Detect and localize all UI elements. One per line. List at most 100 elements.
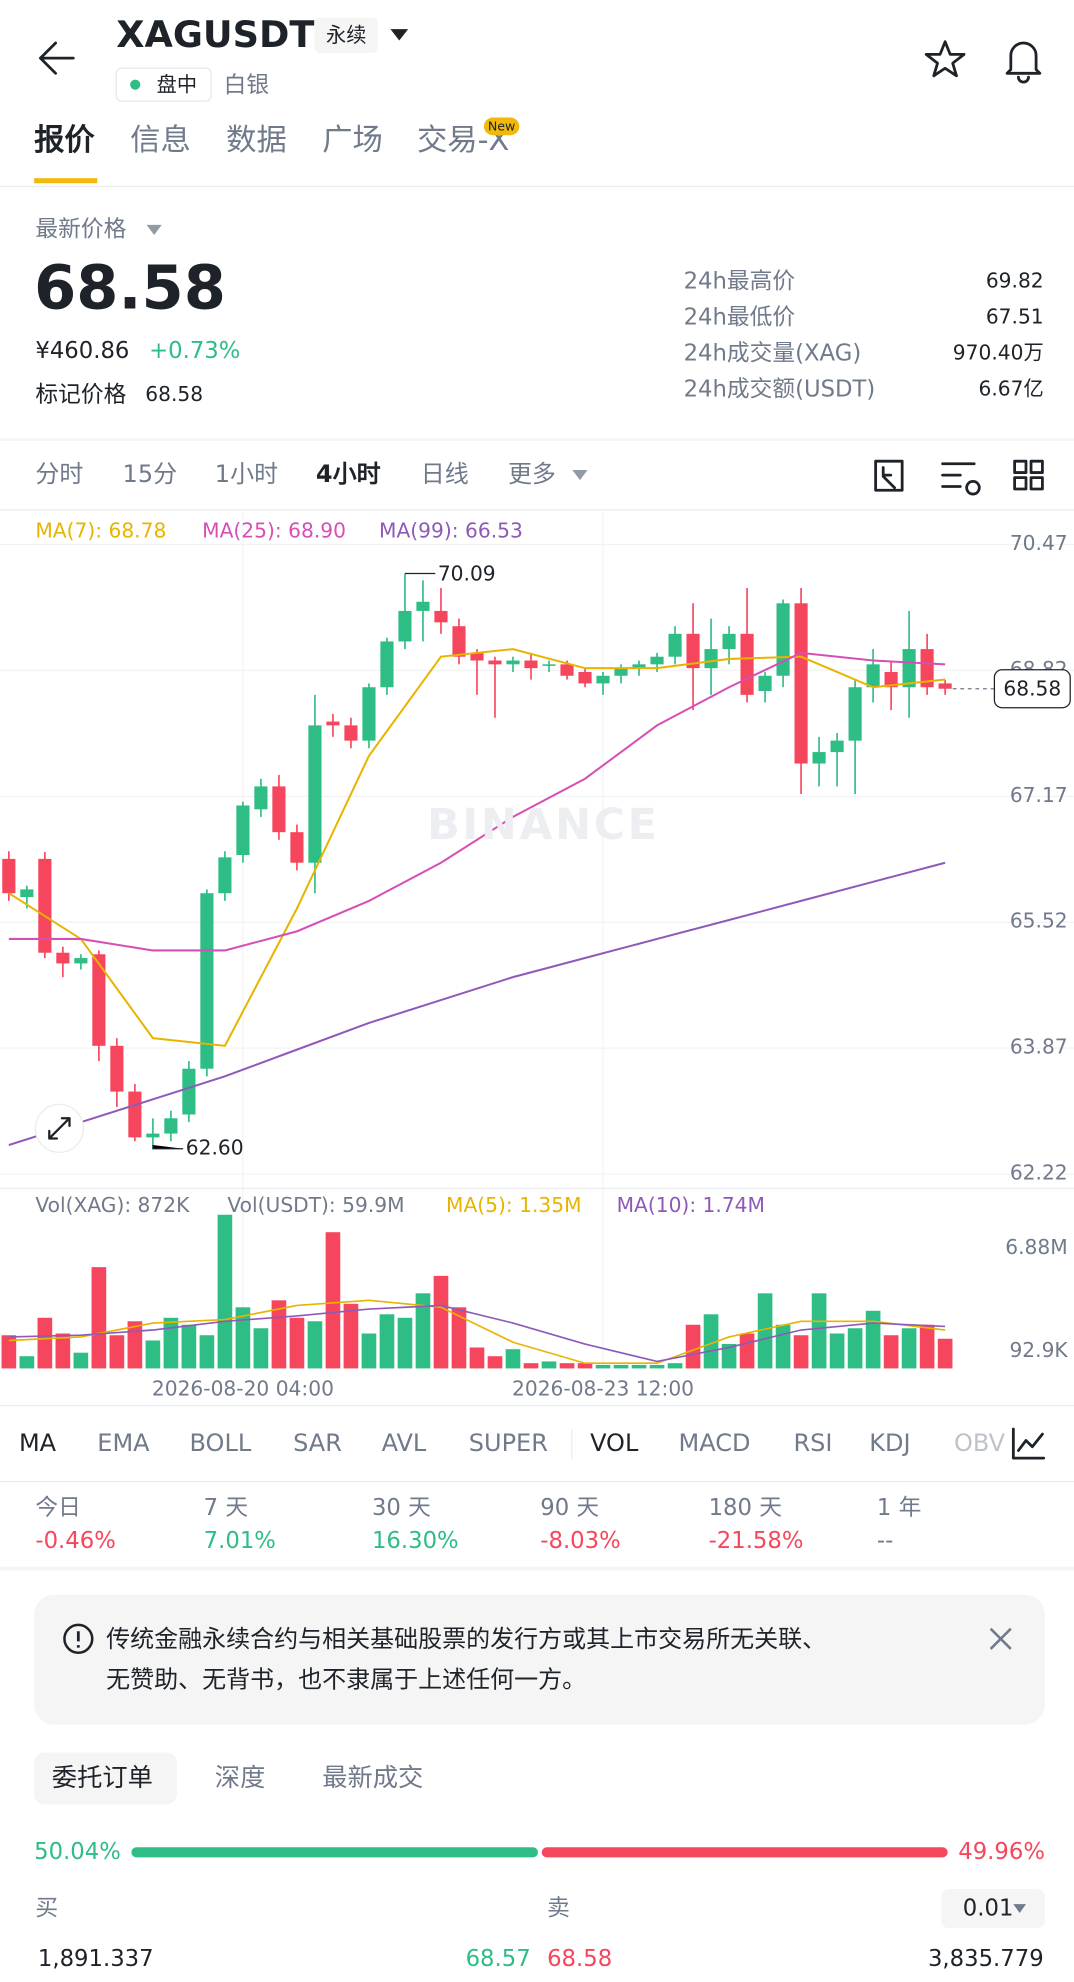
tab[interactable]: 数据 [226,123,287,158]
interval[interactable]: 4小时 [316,460,381,488]
asset-name: 白银 [224,72,270,98]
indicator-tab[interactable]: OBV [954,1429,1006,1457]
candle-body [164,1118,178,1134]
settings-tool[interactable] [941,462,981,496]
buy-ratio: 50.04% [34,1839,121,1865]
period-label: 今日 [35,1495,80,1521]
candle-body [200,893,214,1069]
precision-select[interactable] [941,1888,1045,1929]
tab-underline [34,178,98,184]
volume-bar [325,1232,341,1369]
favorite-button[interactable] [924,40,966,78]
indicator-settings[interactable] [1011,1427,1046,1460]
volume-bar [181,1324,197,1369]
divider [0,185,1074,188]
indicator-tab[interactable]: VOL [590,1429,639,1457]
close-notice[interactable] [989,1627,1012,1650]
indicator-tab[interactable]: KDJ [869,1429,910,1457]
order-tab[interactable]: 最新成交 [322,1763,423,1792]
stat-value: 970.40万 [953,340,1044,364]
candle-body [380,641,394,688]
indicator-tab[interactable]: MA [19,1429,57,1457]
sell-ratio-bar [541,1847,948,1858]
symbol: XAGUSDT [116,13,314,56]
volume-bar [721,1343,737,1369]
stat-value: 69.82 [986,268,1044,292]
interval[interactable]: 15分 [123,460,178,488]
volume-bar [613,1364,629,1369]
fullscreen-tool[interactable] [874,459,904,492]
chart-tools [874,459,1044,496]
tab[interactable]: 报价 [34,123,95,158]
last-price-label: 68.58 [1003,677,1061,701]
volume-bar [253,1328,269,1369]
candle-body [272,786,286,833]
volume-bar [379,1314,395,1369]
status-pill [115,67,212,102]
indicator-tab[interactable]: BOLL [190,1429,252,1457]
volume-bar [919,1324,935,1369]
volume-bar [739,1333,755,1369]
candle-body [506,660,520,665]
divider [0,509,1074,511]
candle-body [758,675,772,692]
volume-bar [343,1303,359,1369]
volume-bar [145,1340,161,1369]
symbol-dropdown[interactable] [390,29,409,41]
volume-bar [523,1363,539,1369]
indicator-tab[interactable]: SUPER [469,1429,548,1457]
candle-body [74,958,88,964]
price-change: +0.73% [149,338,240,364]
tab[interactable]: 信息 [130,123,191,158]
sell-label: 卖 [547,1896,570,1922]
back-button[interactable] [39,41,75,75]
volume-bar [667,1363,683,1369]
tab[interactable]: 广场 [322,123,383,158]
candle-body [830,740,844,753]
indicator-tab[interactable]: SAR [293,1429,342,1457]
volume-bar [775,1324,791,1369]
order-tab[interactable]: 深度 [215,1763,266,1792]
interval[interactable]: 日线 [421,460,469,488]
order-tab[interactable]: 委托订单 [52,1763,153,1792]
volume-bar [631,1364,647,1369]
candle-body [434,610,448,623]
volume-bar [397,1317,413,1369]
precision: 0.01 [963,1896,1014,1922]
candle-body [20,889,34,898]
min-label: 62.60 [186,1135,244,1159]
divider [0,438,1074,441]
divider [0,1187,1074,1189]
ask-price: 68.58 [547,1946,612,1972]
indicator-tab[interactable]: EMA [97,1429,150,1457]
candle-body [254,786,268,810]
interval[interactable]: 分时 [35,460,83,488]
volume-bar [1,1335,17,1369]
volume-bar [289,1317,305,1369]
candle-body [128,1091,142,1138]
bid-qty: 1,891.337 [38,1946,154,1972]
candle-body [650,656,664,665]
period-change: 7.01% [204,1528,276,1554]
indicator-tab[interactable]: RSI [793,1429,832,1457]
candle-body [416,601,430,611]
ma-line [8,648,946,1047]
interval[interactable]: 1小时 [215,460,278,488]
indicator-tab[interactable]: MACD [679,1429,751,1457]
more-dropdown[interactable] [572,470,588,481]
layout-tool[interactable] [1013,459,1044,491]
alert-button[interactable] [1005,41,1042,84]
stat-value: 6.67亿 [978,376,1043,400]
indicator-tab[interactable]: AVL [382,1429,427,1457]
price-dropdown[interactable] [146,224,162,236]
volume-bar [505,1349,521,1369]
candle-body [182,1068,196,1115]
volume-bar [937,1338,953,1369]
ma-line [8,1299,946,1365]
candle-body [596,675,610,684]
candle-body [398,610,412,642]
separator [571,1429,573,1460]
candle-body [938,683,952,689]
interval[interactable]: 更多 [508,460,556,488]
status: 盘中 [157,72,197,96]
